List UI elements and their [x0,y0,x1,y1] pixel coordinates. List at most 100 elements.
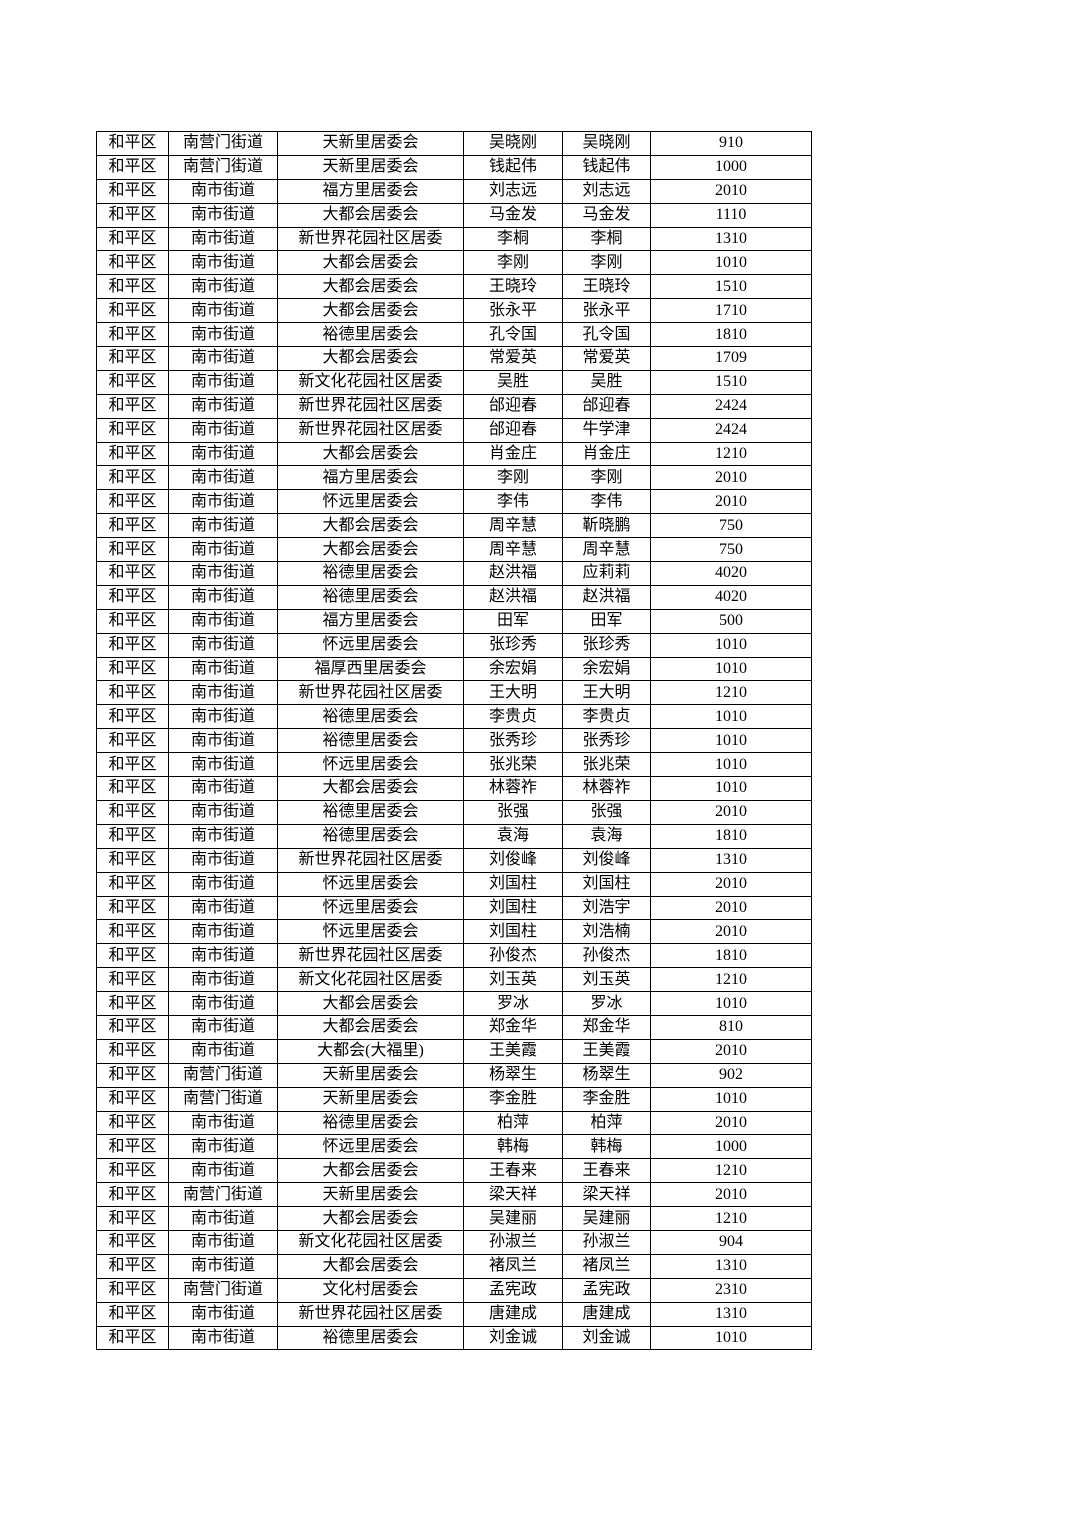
cell-committee: 裕德里居委会 [277,728,464,754]
cell-amount: 1810 [650,943,812,969]
cell-name-2: 李刚 [562,250,651,276]
cell-amount: 1000 [650,154,812,180]
cell-name-1: 邰迎春 [463,417,563,443]
cell-amount: 2010 [650,465,812,491]
cell-committee: 天新里居委会 [277,154,464,180]
cell-committee: 怀远里居委会 [277,632,464,658]
cell-committee: 裕德里居委会 [277,561,464,586]
cell-street: 南市街道 [168,895,278,921]
cell-amount: 1709 [650,346,812,371]
table-row: 和平区 南市街道 怀远里居委会 张珍秀 张珍秀 1010 [96,632,812,658]
cell-committee: 天新里居委会 [277,1086,464,1112]
cell-district: 和平区 [96,346,169,371]
cell-name-1: 余宏娟 [463,656,563,682]
cell-committee: 裕德里居委会 [277,584,464,610]
cell-street: 南市街道 [168,680,278,706]
cell-street: 南市街道 [168,561,278,586]
cell-name-2: 郑金华 [562,1014,651,1040]
cell-amount: 2010 [650,799,812,825]
table-row: 和平区 南市街道 裕德里居委会 张秀珍 张秀珍 1010 [96,728,812,754]
table-row: 和平区 南市街道 新世界花园社区居委 邰迎春 邰迎春 2424 [96,393,812,419]
table-row: 和平区 南营门街道 天新里居委会 吴晓刚 吴晓刚 910 [96,131,812,156]
cell-amount: 1010 [650,656,812,682]
cell-name-2: 田军 [562,608,651,634]
cell-name-1: 张珍秀 [463,632,563,658]
cell-name-1: 唐建成 [463,1301,563,1327]
cell-committee: 裕德里居委会 [277,1325,464,1351]
cell-committee: 新世界花园社区居委 [277,1301,464,1327]
cell-street: 南市街道 [168,871,278,897]
cell-amount: 750 [650,513,812,539]
cell-district: 和平区 [96,298,169,324]
cell-amount: 2010 [650,178,812,204]
cell-name-1: 刘国柱 [463,895,563,921]
cell-amount: 810 [650,1014,812,1040]
cell-name-1: 常爱英 [463,346,563,371]
cell-name-2: 邰迎春 [562,393,651,419]
table-row: 和平区 南市街道 裕德里居委会 刘金诚 刘金诚 1010 [96,1325,812,1351]
cell-name-2: 李伟 [562,489,651,515]
cell-name-1: 孙淑兰 [463,1229,563,1255]
cell-street: 南市街道 [168,1038,278,1064]
table-row: 和平区 南市街道 裕德里居委会 赵洪福 赵洪福 4020 [96,584,812,610]
cell-street: 南市街道 [168,346,278,371]
cell-name-1: 王美霞 [463,1038,563,1064]
cell-committee: 大都会居委会 [277,346,464,371]
cell-name-1: 马金发 [463,202,563,228]
cell-name-1: 李刚 [463,250,563,276]
cell-name-2: 钱起伟 [562,154,651,180]
cell-district: 和平区 [96,752,169,778]
cell-street: 南市街道 [168,513,278,539]
table-row: 和平区 南市街道 大都会居委会 吴建丽 吴建丽 1210 [96,1206,812,1231]
cell-name-1: 吴胜 [463,369,563,395]
cell-district: 和平区 [96,417,169,443]
table-row: 和平区 南市街道 新文化花园社区居委 孙淑兰 孙淑兰 904 [96,1229,812,1255]
cell-name-1: 王春来 [463,1158,563,1184]
cell-committee: 大都会居委会 [277,991,464,1016]
cell-name-2: 张秀珍 [562,728,651,754]
table-row: 和平区 南市街道 怀远里居委会 刘国柱 刘国柱 2010 [96,871,812,897]
cell-name-2: 靳晓鹏 [562,513,651,539]
cell-district: 和平区 [96,919,169,945]
cell-committee: 新世界花园社区居委 [277,226,464,252]
cell-street: 南市街道 [168,202,278,228]
table-row: 和平区 南市街道 新世界花园社区居委 唐建成 唐建成 1310 [96,1301,812,1327]
table-row: 和平区 南市街道 福方里居委会 田军 田军 500 [96,608,812,634]
cell-district: 和平区 [96,680,169,706]
table-row: 和平区 南市街道 裕德里居委会 张强 张强 2010 [96,799,812,825]
cell-committee: 大都会居委会 [277,1158,464,1184]
cell-committee: 怀远里居委会 [277,871,464,897]
cell-name-2: 梁天祥 [562,1182,651,1208]
cell-committee: 福方里居委会 [277,465,464,491]
cell-committee: 大都会(大福里) [277,1038,464,1064]
cell-name-2: 刘玉英 [562,967,651,993]
cell-name-2: 袁海 [562,823,651,849]
cell-district: 和平区 [96,178,169,204]
table-row: 和平区 南市街道 大都会居委会 张永平 张永平 1710 [96,298,812,324]
cell-amount: 1810 [650,823,812,849]
cell-district: 和平区 [96,274,169,300]
table-row: 和平区 南市街道 大都会居委会 王晓玲 王晓玲 1510 [96,274,812,300]
cell-name-2: 常爱英 [562,346,651,371]
cell-district: 和平区 [96,1158,169,1184]
cell-street: 南市街道 [168,752,278,778]
table-row: 和平区 南市街道 大都会(大福里) 王美霞 王美霞 2010 [96,1038,812,1064]
cell-district: 和平区 [96,202,169,228]
cell-street: 南市街道 [168,1253,278,1279]
cell-district: 和平区 [96,728,169,754]
cell-street: 南市街道 [168,1325,278,1351]
cell-street: 南市街道 [168,823,278,849]
cell-street: 南市街道 [168,537,278,563]
cell-name-1: 李贵贞 [463,704,563,730]
cell-district: 和平区 [96,991,169,1016]
cell-name-1: 张兆荣 [463,752,563,778]
cell-amount: 1010 [650,704,812,730]
cell-name-2: 唐建成 [562,1301,651,1327]
cell-committee: 新世界花园社区居委 [277,847,464,873]
table-row: 和平区 南市街道 新文化花园社区居委 吴胜 吴胜 1510 [96,369,812,395]
cell-committee: 新文化花园社区居委 [277,1229,464,1255]
table-row: 和平区 南市街道 怀远里居委会 韩梅 韩梅 1000 [96,1134,812,1160]
cell-amount: 1210 [650,967,812,993]
cell-district: 和平区 [96,322,169,348]
